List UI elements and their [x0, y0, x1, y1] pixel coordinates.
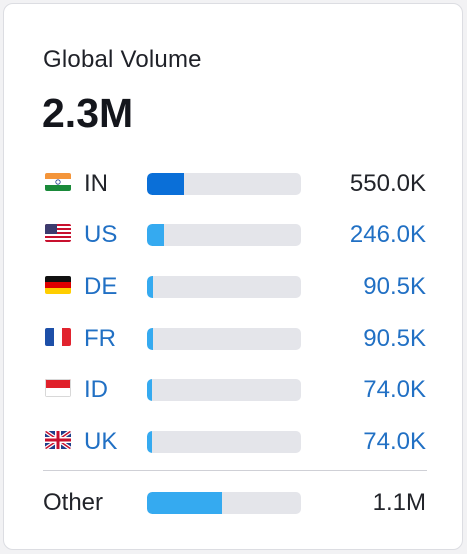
volume-bar-uk: [147, 431, 301, 453]
country-row-id[interactable]: ID 74.0K: [4, 375, 464, 409]
volume-bar-us: [147, 224, 301, 246]
germany-flag-icon: [45, 276, 71, 294]
country-row-in: IN 550.0K: [4, 169, 464, 203]
volume-bar-other: [147, 492, 301, 514]
france-flag-icon: [45, 328, 71, 346]
volume-value-us[interactable]: 246.0K: [349, 221, 426, 248]
volume-value-fr[interactable]: 90.5K: [363, 325, 426, 352]
country-code-us[interactable]: US: [84, 221, 118, 248]
volume-bar-fill-us: [147, 224, 164, 246]
indonesia-flag-icon: [45, 379, 71, 397]
country-code-in: IN: [84, 170, 108, 197]
india-flag-icon: [45, 173, 71, 191]
volume-value-uk[interactable]: 74.0K: [363, 428, 426, 455]
volume-value-id[interactable]: 74.0K: [363, 376, 426, 403]
volume-value-de[interactable]: 90.5K: [363, 273, 426, 300]
volume-bar-in: [147, 173, 301, 195]
country-row-uk[interactable]: UK 74.0K: [4, 427, 464, 461]
usa-flag-icon: [45, 224, 71, 242]
volume-value-other: 1.1M: [372, 489, 426, 516]
country-row-us[interactable]: US 246.0K: [4, 220, 464, 254]
global-volume-total: 2.3M: [42, 90, 134, 136]
country-code-de[interactable]: DE: [84, 273, 118, 300]
card-title: Global Volume: [43, 46, 202, 73]
country-code-id[interactable]: ID: [84, 376, 108, 403]
country-code-uk[interactable]: UK: [84, 428, 118, 455]
volume-value-in: 550.0K: [349, 170, 426, 197]
country-row-fr[interactable]: FR 90.5K: [4, 324, 464, 358]
volume-bar-fill-other: [147, 492, 222, 514]
country-row-de[interactable]: DE 90.5K: [4, 272, 464, 306]
other-row: Other 1.1M: [4, 488, 464, 522]
uk-flag-icon: [45, 431, 71, 449]
volume-bar-fill-de: [147, 276, 153, 298]
volume-bar-fill-in: [147, 173, 184, 195]
volume-bar-fill-fr: [147, 328, 153, 350]
volume-bar-fr: [147, 328, 301, 350]
volume-bar-de: [147, 276, 301, 298]
volume-bar-fill-uk: [147, 431, 152, 453]
volume-bar-fill-id: [147, 379, 152, 401]
volume-bar-id: [147, 379, 301, 401]
country-code-fr[interactable]: FR: [84, 325, 116, 352]
divider: [43, 470, 427, 471]
other-label: Other: [43, 489, 104, 516]
global-volume-card: Global Volume 2.3M IN 550.0K: [3, 3, 463, 550]
